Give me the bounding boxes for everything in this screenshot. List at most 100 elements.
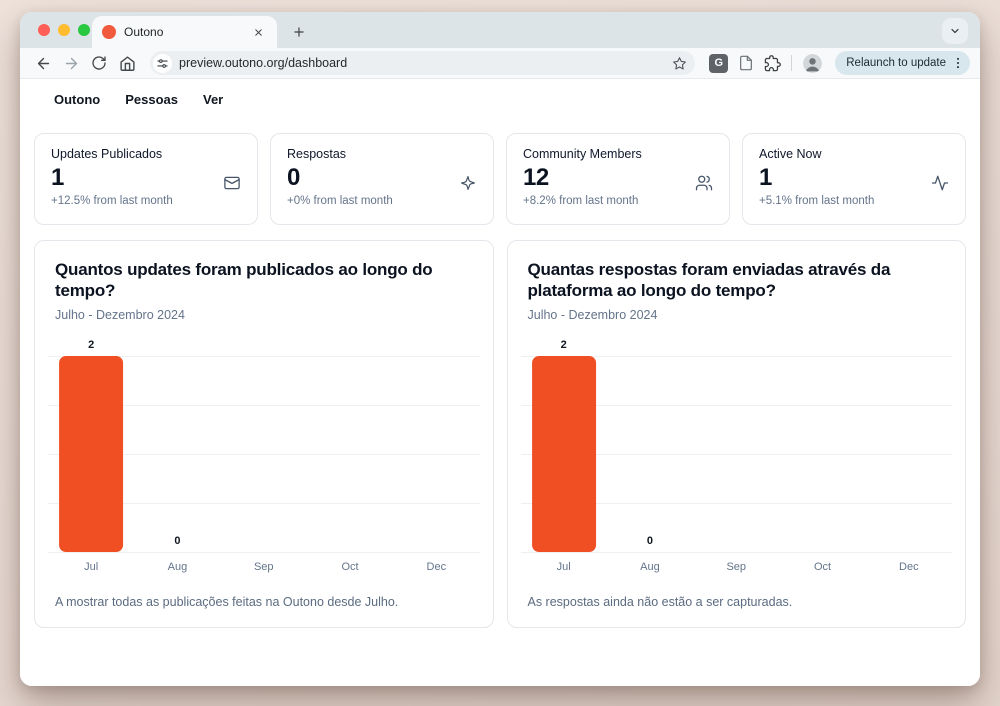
- chart-footer: As respostas ainda não estão a ser captu…: [527, 594, 793, 609]
- person-icon: [803, 53, 823, 73]
- chart-card-updates: Quantos updates foram publicados ao long…: [34, 240, 494, 628]
- bar-value-label: 2: [560, 338, 567, 351]
- gridline: [48, 502, 480, 504]
- gridline: [520, 355, 952, 357]
- minimize-window-button[interactable]: [58, 24, 70, 36]
- bar-column-sep: [221, 356, 307, 552]
- back-button[interactable]: [30, 50, 56, 76]
- relaunch-label: Relaunch to update: [846, 57, 946, 69]
- chart-card-respostas: Quantas respostas foram enviadas através…: [506, 240, 966, 628]
- bar-jul[interactable]: [59, 355, 124, 552]
- bar-column-oct: [779, 356, 865, 552]
- stat-title: Updates Publicados: [51, 147, 163, 161]
- stat-title: Active Now: [759, 147, 822, 161]
- chart-subtitle: Julho - Dezembro 2024: [55, 307, 185, 322]
- stats-row: Updates Publicados 1 +12.5% from last mo…: [34, 133, 966, 225]
- stat-delta: +0% from last month: [287, 195, 393, 207]
- bar-jul[interactable]: [531, 355, 596, 552]
- new-tab-button[interactable]: [287, 20, 311, 44]
- x-axis-ticks: Jul Aug Sep Oct Dec: [521, 561, 953, 573]
- stat-card-respostas: Respostas 0 +0% from last month: [270, 133, 494, 225]
- x-tick-label: Jul: [84, 560, 99, 573]
- bar-column-oct: [307, 356, 393, 552]
- reading-list-button[interactable]: [734, 51, 758, 75]
- address-bar[interactable]: preview.outono.org/dashboard: [150, 51, 696, 75]
- tab-close-icon[interactable]: [249, 23, 267, 41]
- browser-toolbar: preview.outono.org/dashboard G Relaunch …: [20, 48, 980, 79]
- bar-column-sep: [693, 356, 779, 552]
- tab-strip: Outono: [20, 12, 980, 48]
- gridline: [48, 355, 480, 357]
- tab-search-button[interactable]: [942, 18, 968, 44]
- browser-window: Outono: [20, 12, 980, 686]
- chart-subtitle: Julho - Dezembro 2024: [527, 307, 658, 322]
- window-controls: [38, 24, 90, 36]
- sparkle-icon: [459, 174, 477, 192]
- site-navigation: Outono Pessoas Ver: [20, 79, 980, 107]
- close-window-button[interactable]: [38, 24, 50, 36]
- chart-footer: A mostrar todas as publicações feitas na…: [55, 594, 399, 609]
- forward-arrow-icon: [65, 57, 77, 69]
- puzzle-icon: [764, 54, 781, 71]
- stat-value: 1: [51, 164, 64, 191]
- browser-tab[interactable]: Outono: [92, 16, 277, 48]
- x-tick-label: Aug: [167, 560, 188, 573]
- site-settings-button[interactable]: [153, 53, 172, 73]
- star-icon: [673, 56, 687, 70]
- x-tick-label: Dec: [899, 560, 919, 573]
- forward-button[interactable]: [58, 50, 84, 76]
- stat-title: Respostas: [287, 147, 347, 161]
- home-button[interactable]: [114, 50, 140, 76]
- toolbar-separator: [791, 55, 793, 71]
- stat-delta: +12.5% from last month: [51, 195, 173, 207]
- bar-column-aug: 0: [607, 356, 693, 552]
- gridline: [48, 404, 480, 406]
- bar-value-label: 2: [88, 338, 95, 351]
- stat-value: 1: [759, 164, 772, 191]
- bar-value-label: 0: [646, 534, 653, 547]
- bookmark-star-button[interactable]: [672, 56, 687, 71]
- gridline: [520, 502, 952, 504]
- extension-g-button[interactable]: G: [709, 53, 729, 73]
- x-tick-label: Sep: [726, 560, 747, 573]
- stat-delta: +5.1% from last month: [759, 195, 875, 207]
- document-icon: [740, 55, 753, 71]
- kebab-menu-icon: [957, 57, 959, 69]
- chart-title: Quantas respostas foram enviadas através…: [527, 260, 891, 301]
- chart-title: Quantos updates foram publicados ao long…: [55, 260, 433, 301]
- x-tick-label: Sep: [253, 560, 274, 573]
- reload-button[interactable]: [86, 50, 112, 76]
- home-icon: [119, 55, 135, 71]
- gridline: [520, 453, 952, 455]
- reload-icon: [92, 56, 106, 70]
- relaunch-to-update-button[interactable]: Relaunch to update: [835, 51, 970, 75]
- chevron-down-icon: [951, 28, 959, 34]
- tune-icon: [157, 58, 168, 68]
- stat-delta: +8.2% from last month: [523, 195, 639, 207]
- page-content: Outono Pessoas Ver Updates Publicados 1 …: [20, 79, 980, 686]
- zoom-window-button[interactable]: [78, 24, 90, 36]
- stat-card-active-now: Active Now 1 +5.1% from last month: [742, 133, 966, 225]
- stat-value: 0: [287, 164, 300, 191]
- tab-favicon-icon: [102, 25, 116, 39]
- profile-avatar[interactable]: [803, 53, 823, 73]
- gridline: [48, 453, 480, 455]
- url-text: preview.outono.org/dashboard: [179, 56, 348, 70]
- x-tick-label: Aug: [640, 560, 660, 573]
- gridline: [48, 551, 480, 553]
- nav-item-outono[interactable]: Outono: [54, 92, 101, 107]
- nav-item-ver[interactable]: Ver: [202, 92, 224, 107]
- stat-title: Community Members: [523, 147, 642, 161]
- extensions-button[interactable]: [760, 51, 784, 75]
- x-axis-ticks: Jul Aug Sep Oct Dec: [48, 561, 480, 573]
- nav-item-pessoas[interactable]: Pessoas: [125, 92, 178, 107]
- users-icon: [695, 174, 713, 192]
- mail-icon: [223, 174, 241, 192]
- x-tick-label: Oct: [813, 560, 832, 573]
- bar-column-aug: 0: [134, 356, 220, 552]
- x-tick-label: Oct: [341, 560, 359, 573]
